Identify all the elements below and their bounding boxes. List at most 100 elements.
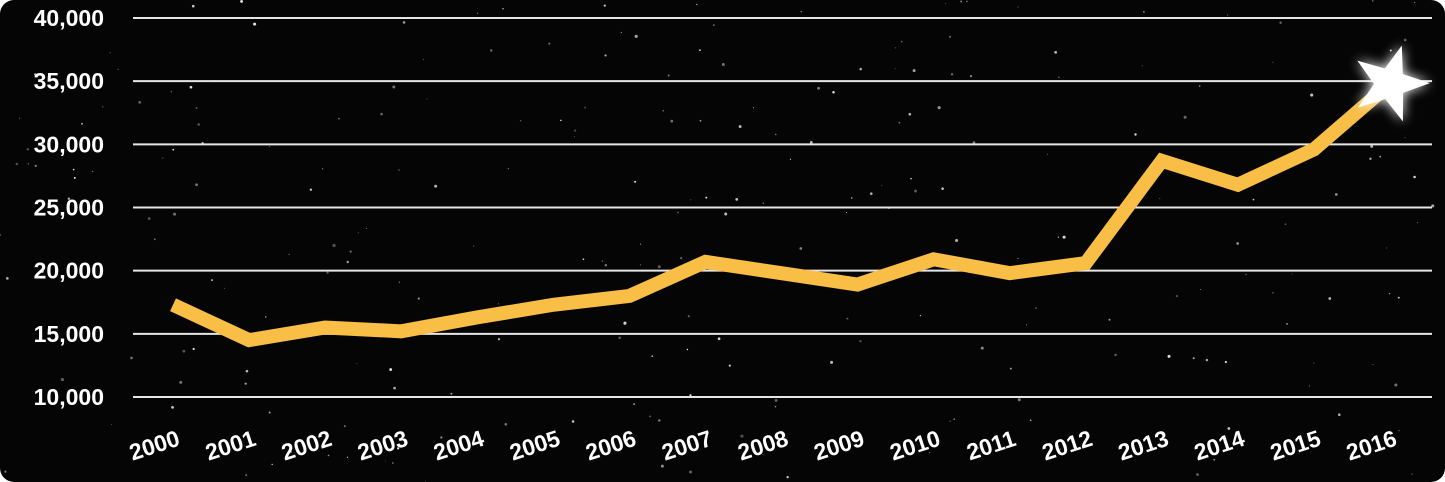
star-dot [91,170,94,173]
star-dot [912,69,916,73]
star-dot [130,356,133,360]
star-dot [507,168,509,170]
star-dot [192,347,195,351]
star-dot [171,405,174,409]
star-dot [1309,385,1311,387]
star-dot [910,177,912,180]
star-dot [60,377,64,382]
star-dot [380,112,383,116]
star-dot [1313,362,1315,364]
star-dot [271,463,273,466]
star-dot [713,24,715,26]
star-dot [604,264,608,267]
star-dot [1370,144,1374,148]
star-dot [1338,413,1341,417]
star-dot [830,360,834,364]
star-dot [1279,21,1282,24]
star-dot [859,340,862,343]
star-dot [696,3,698,6]
star-dot [949,35,952,38]
star-dot [34,164,37,167]
star-dot [634,34,638,38]
star-dot [357,232,359,234]
star-dot [738,125,742,129]
star-dot [574,136,575,138]
star-dot [309,188,313,191]
star-dot [955,238,959,242]
star-dot [72,168,75,171]
star-dot [762,202,764,204]
star-dot [102,106,104,108]
star-dot [620,31,622,33]
star-dot [846,317,849,320]
star-dot [1388,292,1391,295]
star-dot [179,380,183,384]
star-dot [574,129,577,132]
star-dot [288,253,290,256]
star-dot [894,68,896,70]
star-dot [571,420,575,423]
star-dot [919,315,922,317]
star-dot [349,250,352,253]
star-dot [1017,257,1019,259]
star-dot [268,411,271,414]
star-dot [101,77,103,79]
star-dot [384,460,386,462]
star-dot [1200,289,1201,291]
star-dot [1062,235,1066,239]
star-dot [504,423,508,426]
star-dot [15,162,19,166]
star-dot [1284,223,1287,226]
star-dot [633,403,636,406]
star-dot [1114,353,1117,357]
star-dot [1394,383,1398,387]
y-tick-label: 30,000 [34,131,104,157]
star-dot [245,474,248,477]
star-dot [110,424,112,426]
star-dot [191,4,195,8]
star-dot [195,183,198,187]
y-tick-label: 35,000 [34,68,104,94]
star-dot [398,281,400,283]
star-dot [289,450,292,453]
star-dot [941,187,944,190]
star-dot [670,119,674,123]
star-dot [898,121,901,124]
star-dot [346,260,349,264]
star-dot [147,217,151,220]
star-dot [660,464,664,468]
star-dot [1328,297,1332,300]
star-dot [686,348,689,351]
star-dot [1398,429,1400,432]
star-dot [623,321,627,325]
star-dot [6,277,9,280]
star-dot [1057,236,1060,238]
star-dot [724,212,728,216]
star-dot [1379,155,1382,158]
star-dot [189,85,193,89]
star-dot [1227,427,1231,430]
star-dot [859,67,862,71]
star-dot [422,59,424,61]
star-dot [253,22,257,26]
star-dot [845,212,847,214]
star-dot [651,355,654,357]
star-dot [170,90,173,93]
star-dot [832,91,835,94]
star-dot [774,399,778,402]
star-dot [338,117,340,120]
star-dot [937,106,941,110]
star-dot [717,337,721,341]
star-dot [1371,0,1374,2]
star-dot [799,247,803,250]
star-dot [346,456,349,458]
star-dot [1411,473,1413,475]
star-dot [1213,458,1216,461]
star-dot [34,73,37,76]
y-tick-label: 25,000 [34,195,104,221]
star-dot [960,0,963,3]
star-dot [490,49,493,52]
star-dot [1196,473,1199,476]
star-dot [1252,198,1255,201]
